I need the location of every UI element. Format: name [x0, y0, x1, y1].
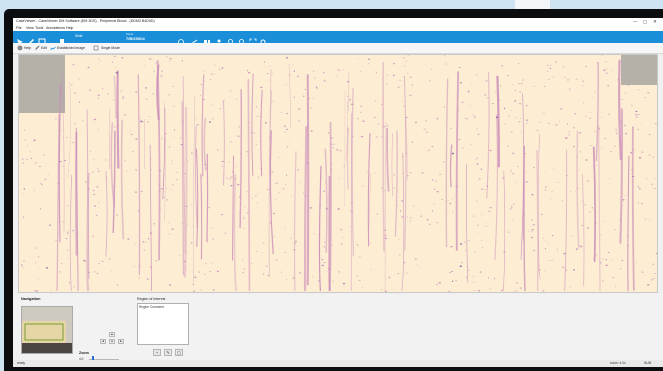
user-icon[interactable] [215, 33, 223, 45]
toolbar-help[interactable]: Help [24, 46, 31, 50]
ribbon: Slide Zoom 7/BOS004 [13, 31, 663, 46]
maximize-icon[interactable]: ▢ [643, 19, 648, 24]
ribbon-field-label: Zoom [126, 32, 134, 36]
window-title: CaseViewer - CaseViewer DM Software (DM … [16, 19, 155, 23]
roi-list-header: Region Comment [139, 305, 164, 309]
toolbar-edit[interactable]: Edit [41, 46, 47, 50]
status-left: ready [17, 361, 25, 365]
pan-up-button[interactable]: ▲ [109, 332, 115, 337]
menu-annotations[interactable]: Annotations [46, 26, 65, 30]
add-icon[interactable]: + [153, 349, 161, 356]
minimize-icon[interactable]: — [633, 19, 638, 24]
menu-help[interactable]: Help [66, 26, 74, 30]
menu-view[interactable]: View [26, 26, 34, 30]
pan-center-button[interactable]: ● [109, 339, 115, 344]
zoom-value: 4.0 [79, 357, 84, 361]
pointer-icon[interactable] [16, 33, 24, 45]
navigation-title: Navigation [21, 297, 41, 301]
secondary-toolbar: Help Edit Established Image Single Mode [13, 43, 663, 54]
title-bar: CaseViewer - CaseViewer DM Software (DM … [13, 18, 663, 25]
pan-left-button[interactable]: ◄ [100, 339, 106, 344]
fit-icon[interactable] [249, 33, 257, 46]
menu-tools[interactable]: Tools [35, 26, 44, 30]
slide-viewer[interactable] [18, 54, 658, 293]
roi-title: Region of Interest [137, 297, 166, 301]
bottom-panel: Navigation ▲ ◄ ● ► Zoom 4.0 Region of In… [13, 294, 663, 363]
menu-bar: File View Tools Annotations Help [13, 25, 663, 31]
ribbon-field-value[interactable]: 7/BOS004 [126, 36, 145, 41]
zoom-out-icon[interactable] [238, 33, 246, 46]
help-icon [17, 45, 23, 51]
toolbar-established-image[interactable]: Established Image [57, 46, 85, 50]
compare-icon[interactable] [203, 33, 211, 44]
status-bar: ready zoom: 4.0x NUM [13, 360, 663, 367]
close-icon[interactable]: ✕ [653, 19, 657, 24]
image-icon [50, 45, 56, 51]
delete-icon[interactable]: ▢ [175, 349, 183, 356]
settings-icon[interactable] [259, 33, 267, 45]
measure-icon[interactable] [190, 33, 198, 45]
rotate-icon[interactable] [177, 33, 185, 45]
single-mode-icon [93, 45, 99, 51]
pen-icon[interactable] [27, 33, 35, 45]
tissue-image [19, 55, 657, 292]
slide-icon[interactable] [38, 33, 46, 46]
status-right: NUM [644, 361, 652, 365]
document-icon[interactable] [58, 33, 66, 45]
navigation-thumbnail[interactable] [21, 306, 73, 354]
pan-right-button[interactable]: ► [118, 339, 124, 344]
zoom-slider-knob[interactable] [92, 356, 95, 363]
roi-list[interactable]: Region Comment [137, 303, 189, 345]
edit-icon[interactable]: ✎ [164, 349, 172, 356]
app-window: CaseViewer - CaseViewer DM Software (DM … [13, 18, 663, 367]
ribbon-tab-label[interactable]: Slide [75, 34, 83, 38]
edit-icon [34, 45, 40, 51]
zoom-label: Zoom [79, 351, 89, 355]
menu-file[interactable]: File [16, 26, 22, 30]
zoom-slider[interactable] [89, 356, 119, 363]
zoom-in-icon[interactable] [227, 33, 235, 46]
status-zoom: zoom: 4.0x [610, 361, 626, 365]
toolbar-single-mode[interactable]: Single Mode [101, 46, 120, 50]
